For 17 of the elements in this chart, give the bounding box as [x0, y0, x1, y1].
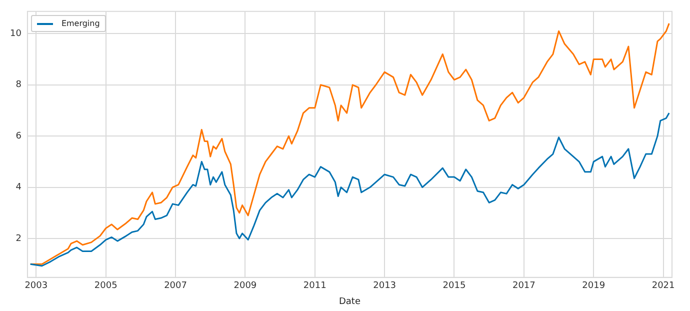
- x-tick-label: 2013: [373, 281, 396, 292]
- y-tick-label: 10: [10, 29, 22, 40]
- x-tick-label: 2007: [164, 281, 187, 292]
- x-tick-label: 2009: [234, 281, 257, 292]
- x-tick-label: 2019: [582, 281, 606, 292]
- legend-label: Emerging: [61, 18, 100, 30]
- x-tick-label: 2003: [24, 281, 48, 292]
- x-tick-label: 2005: [94, 281, 118, 292]
- x-tick-label: 2021: [652, 281, 675, 292]
- y-tick-label: 6: [16, 131, 22, 142]
- x-axis-title: Date: [338, 296, 361, 307]
- x-tick-label: 2015: [442, 281, 466, 292]
- y-tick-label: 8: [16, 80, 22, 90]
- y-tick-label: 4: [16, 182, 22, 193]
- y-tick-label: 2: [16, 234, 22, 244]
- x-tick-label: 2017: [512, 281, 536, 292]
- x-tick-label: 2011: [303, 281, 326, 292]
